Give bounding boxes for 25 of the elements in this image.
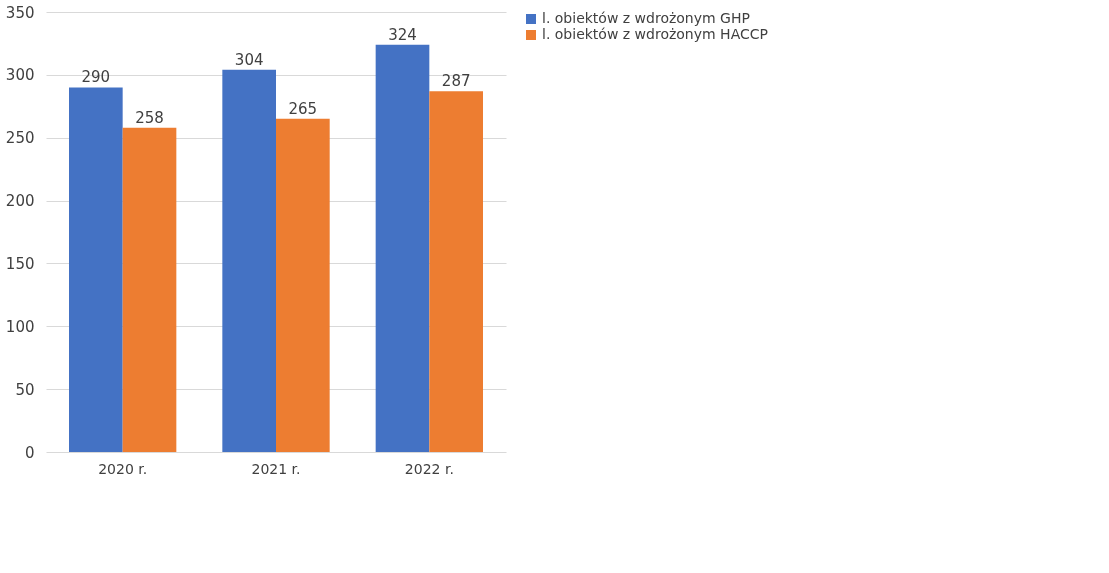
- y-tick-label: 100: [5, 317, 35, 336]
- y-tick-label: 300: [5, 66, 35, 85]
- bar: [429, 91, 483, 452]
- legend-label: l. obiektów z wdrożonym HACCP: [542, 26, 768, 42]
- y-tick-label: 200: [5, 192, 35, 211]
- bar: [69, 87, 123, 452]
- y-tick-label: 150: [5, 254, 35, 273]
- data-label: 290: [81, 68, 111, 87]
- bar: [222, 69, 276, 452]
- legend-label: l. obiektów z wdrożonym GHP: [542, 10, 750, 26]
- bar: [375, 44, 430, 452]
- y-tick-label: 0: [24, 443, 35, 462]
- y-tick-label: 250: [5, 129, 35, 148]
- data-label: 304: [234, 50, 264, 69]
- y-tick-label: 50: [15, 380, 35, 399]
- x-tick-label: 2022 r.: [404, 460, 454, 477]
- x-tick-label: 2020 r.: [98, 460, 148, 477]
- bar: [122, 127, 177, 452]
- data-label: 265: [288, 99, 318, 118]
- bar: [276, 118, 330, 452]
- data-label: 287: [441, 72, 471, 91]
- y-tick-label: 350: [5, 3, 35, 22]
- x-tick-label: 2021 r.: [251, 460, 301, 477]
- data-label: 324: [388, 25, 417, 44]
- data-label: 258: [135, 108, 164, 127]
